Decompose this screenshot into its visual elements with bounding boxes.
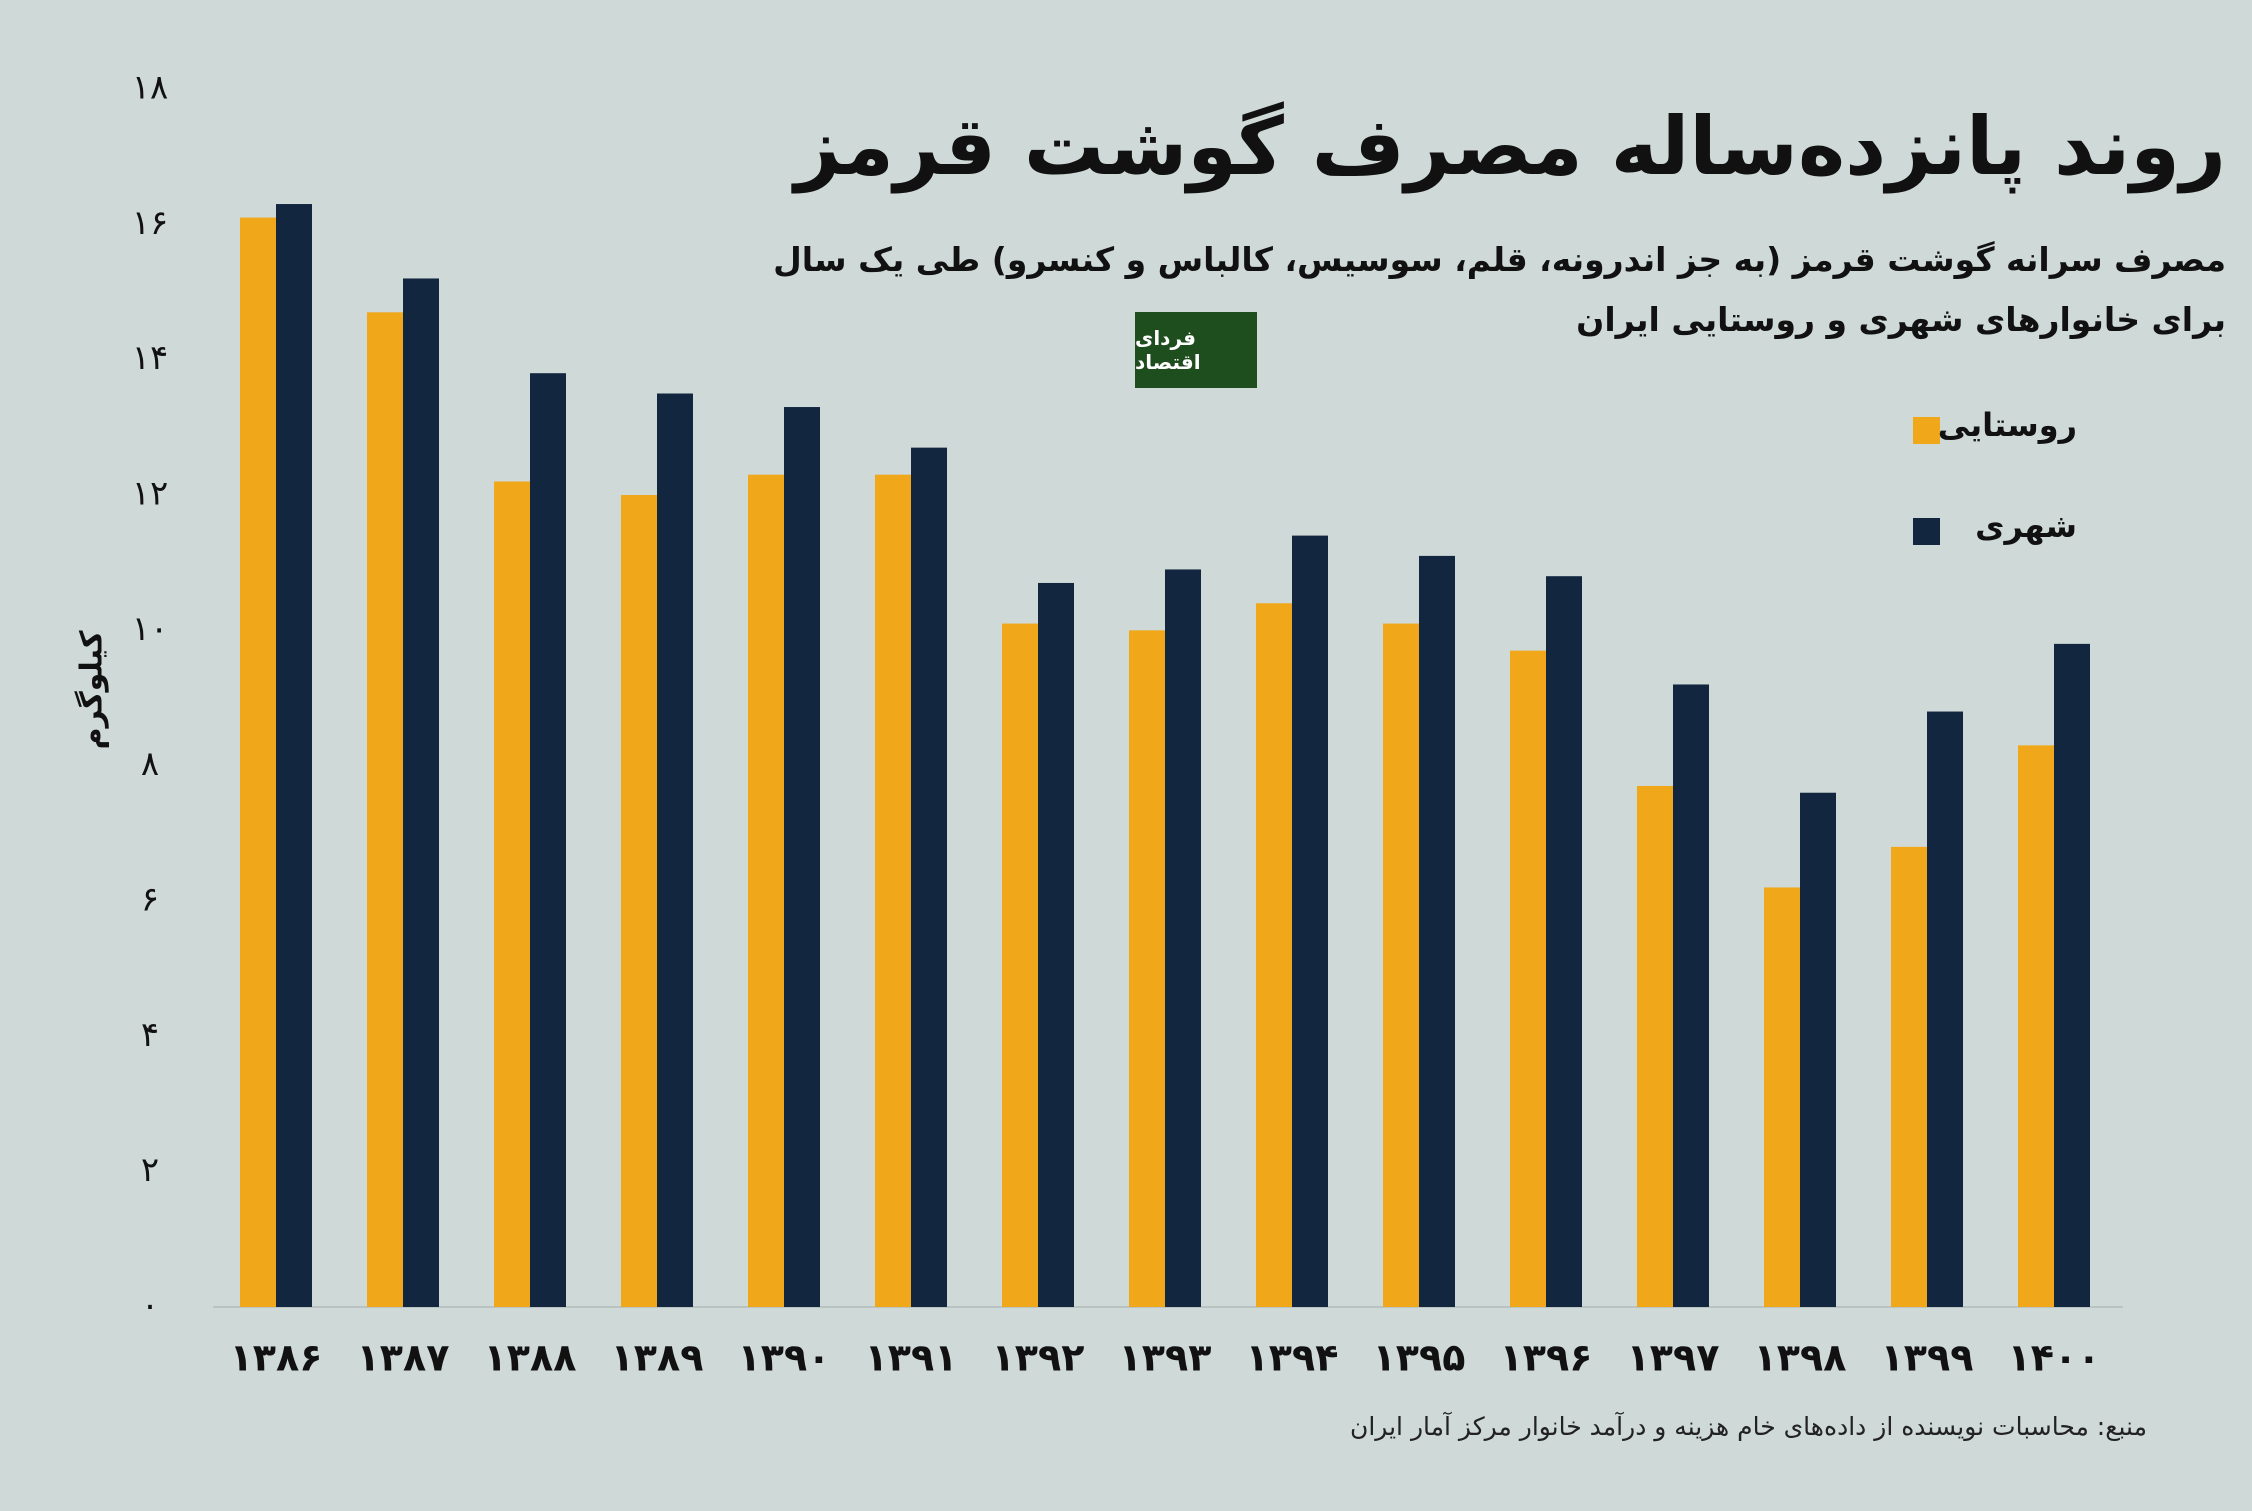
y-tick-label: ۲ (141, 1150, 159, 1190)
x-tick-label: ۱۳۹۲ (992, 1336, 1085, 1380)
y-tick-label: ۰ (141, 1286, 159, 1326)
bar (1800, 792, 1836, 1307)
x-tick-label: ۱۳۹۵ (1373, 1336, 1466, 1380)
y-tick-label: ۱۲ (132, 474, 169, 514)
bar (1891, 846, 1927, 1307)
bar (1256, 603, 1292, 1307)
bar (1510, 650, 1546, 1307)
x-tick-label: ۱۳۹۴ (1246, 1336, 1339, 1380)
subtitle: مصرف سرانه گوشت قرمز (به جز اندرونه، قلم… (773, 240, 2226, 279)
x-tick-label: ۱۳۹۳ (1119, 1336, 1212, 1380)
bar (657, 393, 693, 1307)
bar (911, 447, 947, 1308)
bar (367, 312, 403, 1307)
x-tick-label: ۱۳۹۶ (1500, 1336, 1593, 1380)
legend-label: روستایی (1937, 406, 2077, 444)
bar (1673, 684, 1709, 1307)
bar (530, 373, 566, 1307)
source: منبع: محاسبات نویسنده از داده‌های خام هز… (1350, 1412, 2147, 1441)
y-axis-label: کیلوگرم (74, 630, 110, 749)
bar (240, 217, 276, 1308)
x-tick-label: ۱۳۹۱ (865, 1336, 958, 1380)
bar (1764, 887, 1800, 1307)
x-tick-label: ۱۳۸۷ (357, 1336, 450, 1380)
x-tick-label: ۱۳۸۸ (484, 1336, 577, 1380)
bar (1419, 555, 1455, 1307)
bar (494, 481, 530, 1307)
x-tick-label: ۱۳۹۸ (1754, 1336, 1847, 1380)
bar (1002, 623, 1038, 1307)
bar (276, 204, 312, 1308)
x-tick-label: ۱۳۸۹ (611, 1336, 704, 1380)
legend-swatch (1913, 417, 1940, 444)
subtitle: برای خانوارهای شهری و روستایی ایران (1576, 300, 2226, 339)
y-tick-label: ۴ (141, 1015, 159, 1055)
x-tick-label: ۱۳۸۶ (230, 1336, 323, 1380)
y-tick-label: ۱۸ (132, 68, 169, 108)
bar (784, 407, 820, 1307)
x-tick-label: ۱۴۰۰ (2008, 1336, 2101, 1380)
y-tick-label: ۱۶ (132, 203, 169, 243)
bar (875, 474, 911, 1307)
bar (1927, 711, 1963, 1307)
chart-title: روند پانزده‌ساله مصرف گوشت قرمز (794, 100, 2226, 193)
logo: فردای اقتصاد (1135, 312, 1257, 388)
bar (1038, 582, 1074, 1307)
x-tick-label: ۱۳۹۷ (1627, 1336, 1720, 1380)
y-tick-label: ۸ (141, 744, 159, 784)
bar (403, 278, 439, 1307)
bar (621, 495, 657, 1307)
y-tick-label: ۱۰ (132, 609, 169, 649)
bar (1129, 630, 1165, 1307)
legend-swatch (1913, 518, 1940, 545)
bar (1165, 569, 1201, 1307)
bar (1292, 535, 1328, 1307)
bar (748, 474, 784, 1307)
bar (1637, 785, 1673, 1307)
legend-label: شهری (1975, 507, 2077, 545)
x-tick-label: ۱۳۹۹ (1881, 1336, 1974, 1380)
y-tick-label: ۱۴ (132, 338, 169, 378)
x-tick-label: ۱۳۹۰ (738, 1336, 831, 1380)
bar (1546, 576, 1582, 1307)
bar (2054, 643, 2090, 1307)
bar (2018, 745, 2054, 1307)
bar (1383, 623, 1419, 1307)
y-tick-label: ۶ (141, 880, 159, 920)
